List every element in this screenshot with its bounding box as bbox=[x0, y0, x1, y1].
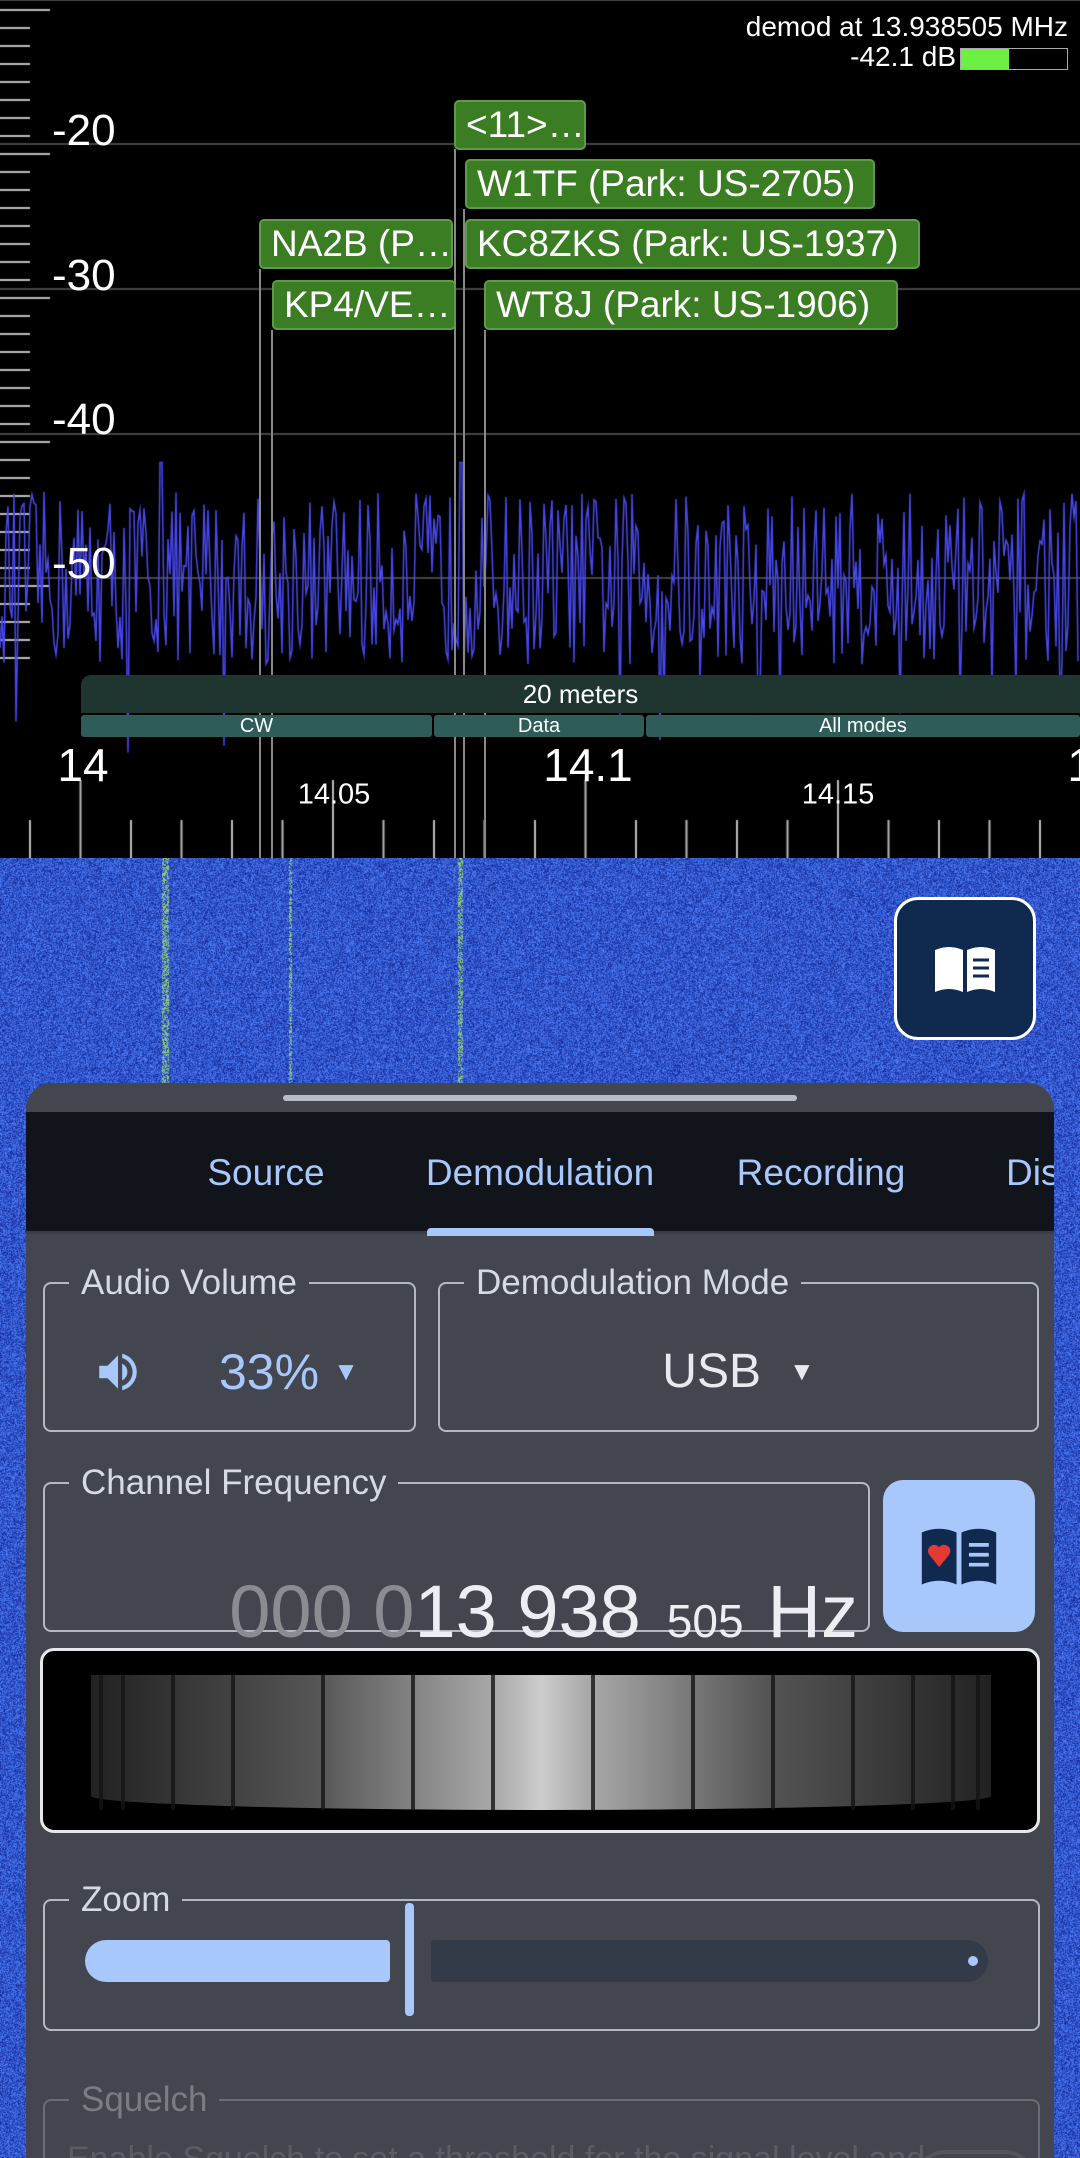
dropdown-arrow-icon: ▼ bbox=[788, 1356, 815, 1386]
band-segment-cw[interactable]: CW bbox=[81, 715, 432, 737]
band-segment-data[interactable]: Data bbox=[434, 715, 644, 737]
spot-marker[interactable]: W1TF (Park: US-2705) bbox=[465, 159, 875, 209]
spectrum-view[interactable]: -20 -30 -40 -50 <11>… W1TF (Park: US-270… bbox=[0, 0, 1080, 858]
demodulation-mode-select[interactable]: Demodulation Mode USB ▼ bbox=[438, 1263, 1039, 1432]
marker-line bbox=[271, 330, 273, 858]
band-segment-all-modes[interactable]: All modes bbox=[646, 715, 1080, 737]
x-tick-label: 14.15 bbox=[801, 778, 875, 811]
marker-line bbox=[484, 330, 486, 858]
bookmarks-button[interactable] bbox=[894, 897, 1036, 1040]
speaker-icon bbox=[99, 1353, 137, 1390]
bottom-sheet: Source Demodulation Recording Dis Audio … bbox=[26, 1083, 1054, 2158]
wheel-rib bbox=[771, 1675, 775, 1810]
wheel-rib bbox=[691, 1675, 695, 1810]
demodulation-mode-label: Demodulation Mode bbox=[476, 1263, 790, 1302]
x-tick-label: 14.1 bbox=[543, 739, 633, 791]
drag-handle[interactable] bbox=[283, 1095, 797, 1101]
wheel-rib bbox=[321, 1675, 325, 1810]
wheel-rib bbox=[911, 1675, 915, 1810]
wheel-rib bbox=[951, 1675, 955, 1810]
squelch-label: Squelch bbox=[81, 2080, 208, 2119]
wheel-rib bbox=[411, 1675, 415, 1810]
signal-level: -42.1 dB bbox=[850, 41, 956, 72]
wheel-rib bbox=[231, 1675, 235, 1810]
volume-value: 33% bbox=[219, 1343, 320, 1400]
wheel-rib bbox=[491, 1675, 495, 1810]
zoom-field: Zoom bbox=[43, 1880, 1040, 2031]
x-tick-label: 14.05 bbox=[297, 778, 371, 811]
spot-marker[interactable]: WT8J (Park: US-1906) bbox=[484, 280, 898, 330]
tab-display[interactable]: Dis bbox=[1006, 1152, 1054, 1193]
marker-line bbox=[454, 149, 456, 858]
audio-volume-field[interactable]: Audio Volume 33% ▼ bbox=[43, 1263, 416, 1432]
wheel-rib bbox=[171, 1675, 175, 1810]
spot-marker[interactable]: KP4/VE… bbox=[272, 280, 456, 330]
squelch-field: Squelch Enable Squelch to set a threshol… bbox=[43, 2080, 1040, 2158]
y-tick-label: -50 bbox=[52, 539, 116, 588]
spot-marker[interactable]: KC8ZKS (Park: US-1937) bbox=[465, 219, 920, 269]
band-plan-20m[interactable]: 20 meters bbox=[81, 675, 1080, 713]
frequency-leading-digits: 000 0 bbox=[229, 1570, 415, 1653]
book-heart-icon bbox=[921, 1528, 997, 1585]
wheel-rib bbox=[976, 1675, 980, 1810]
tuning-wheel[interactable] bbox=[40, 1648, 1040, 1833]
frequency-unit: Hz bbox=[767, 1570, 858, 1653]
frequency-hz-digits: 505 bbox=[666, 1595, 744, 1647]
wheel-rib bbox=[121, 1675, 125, 1810]
y-tick-label: -20 bbox=[52, 106, 116, 155]
channel-frequency-field[interactable]: Channel Frequency 000 0 13 938 505 Hz bbox=[43, 1463, 870, 1653]
zoom-slider-thumb[interactable] bbox=[405, 1903, 414, 2016]
wheel-rib bbox=[591, 1675, 595, 1810]
mode-value: USB bbox=[662, 1345, 761, 1398]
zoom-label: Zoom bbox=[81, 1880, 171, 1919]
x-tick-label: 14 bbox=[57, 739, 109, 791]
squelch-toggle[interactable] bbox=[915, 2150, 1035, 2158]
zoom-slider-track[interactable] bbox=[431, 1940, 988, 1982]
active-tab-indicator bbox=[427, 1228, 654, 1236]
spot-marker[interactable]: <11>… bbox=[454, 100, 586, 150]
demod-frequency: demod at 13.938505 MHz bbox=[745, 11, 1068, 42]
tab-bar: Source Demodulation Recording Dis bbox=[26, 1112, 1054, 1236]
demod-readout: demod at 13.938505 MHz -42.1 dB bbox=[746, 12, 1068, 72]
signal-level-bar bbox=[960, 47, 1068, 70]
frequency-digits: 13 938 bbox=[414, 1570, 641, 1653]
tab-demodulation[interactable]: Demodulation bbox=[425, 1152, 655, 1193]
wheel-rib bbox=[99, 1675, 103, 1810]
audio-volume-label: Audio Volume bbox=[81, 1263, 297, 1302]
tab-recording[interactable]: Recording bbox=[736, 1152, 906, 1193]
dropdown-arrow-icon: ▼ bbox=[333, 1356, 359, 1386]
zoom-slider-fill bbox=[85, 1940, 390, 1982]
squelch-description: Enable Squelch to set a threshold for th… bbox=[67, 2140, 925, 2158]
marker-line bbox=[463, 209, 465, 858]
marker-line bbox=[259, 269, 261, 858]
slider-stop-dot bbox=[968, 1956, 978, 1966]
frequency-bookmark-button[interactable] bbox=[883, 1480, 1035, 1632]
channel-frequency-label: Channel Frequency bbox=[81, 1463, 387, 1502]
y-tick-label: -30 bbox=[52, 251, 116, 300]
tab-source[interactable]: Source bbox=[207, 1152, 325, 1193]
x-tick-label: 14 bbox=[1067, 738, 1080, 792]
y-tick-label: -40 bbox=[52, 395, 116, 444]
wheel-rib bbox=[851, 1675, 855, 1810]
book-icon bbox=[935, 946, 995, 992]
spot-marker[interactable]: NA2B (P… bbox=[259, 219, 453, 269]
